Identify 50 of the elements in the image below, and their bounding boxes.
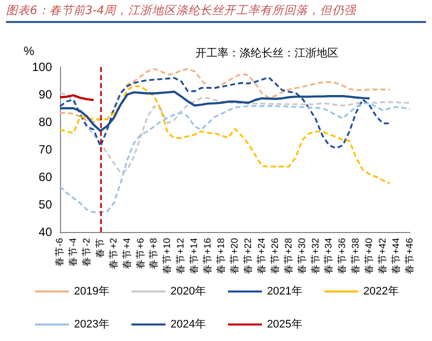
legend-label: 2022年 [363,286,399,298]
y-tick-label: 80 [38,115,52,129]
y-tick-label: 70 [38,142,52,156]
y-tick-label: 100 [32,60,52,74]
line-series [58,90,371,132]
x-tick-label: 春节-6 [54,238,66,266]
x-tick-label: 春节+6 [134,238,146,269]
x-tick-label: 春节+42 [376,238,389,274]
chart-title: 图表6：春节前3-4周，江浙地区涤纶长丝开工率有所回落，但仍强 [6,3,358,18]
x-tick-label: 春节+12 [174,238,187,274]
legend-label: 2024年 [170,318,206,330]
legend-label: 2023年 [74,318,110,330]
x-tick-label: 春节+32 [309,238,322,274]
x-tick-label: 春节+18 [215,238,228,274]
x-tick-label: 春节+4 [120,238,133,269]
x-tick-label: 春节-2 [80,238,92,266]
x-tick-label: 春节+30 [296,238,308,274]
x-tick-label: 春节+38 [350,238,362,274]
x-tick-label: 春节+2 [107,238,120,269]
x-tick-label: 春节+28 [282,238,294,274]
x-tick-label: 春节+24 [255,238,268,274]
y-tick-label: 90 [38,88,52,102]
x-tick-label: 春节+36 [336,238,348,274]
line-series [59,92,411,174]
x-tick-label: 春节+26 [268,238,281,274]
x-tick-label: 春节+40 [363,238,376,274]
line-series [59,68,391,123]
x-tick-label: 春节+22 [242,238,254,274]
x-tick-label: 春节+16 [202,238,214,274]
x-tick-label: 春节 [94,238,106,258]
y-tick-label: 40 [38,225,52,239]
x-tick-label: 春节+46 [404,238,416,274]
y-tick-label: 50 [38,198,52,212]
x-tick-label: 春节+14 [188,238,200,274]
line-series [59,102,411,214]
y-tick-label: 60 [38,170,52,184]
legend-label: 2020年 [170,286,206,298]
x-tick-label: 春节+20 [228,238,240,274]
y-axis-title: % [24,44,35,58]
x-tick-label: 春节+44 [390,238,402,274]
chart-subtitle: 开工率：涤纶长丝：江浙地区 [196,46,338,60]
x-tick-label: 春节+34 [322,238,335,274]
line-series [59,76,391,150]
x-tick-label: 春节-4 [66,238,79,266]
legend-label: 2025年 [266,318,302,330]
x-tick-label: 春节+10 [161,238,174,274]
x-tick-label: 春节+8 [148,238,160,269]
line-series [59,85,391,184]
legend-label: 2019年 [74,286,110,298]
legend-label: 2021年 [266,286,302,298]
